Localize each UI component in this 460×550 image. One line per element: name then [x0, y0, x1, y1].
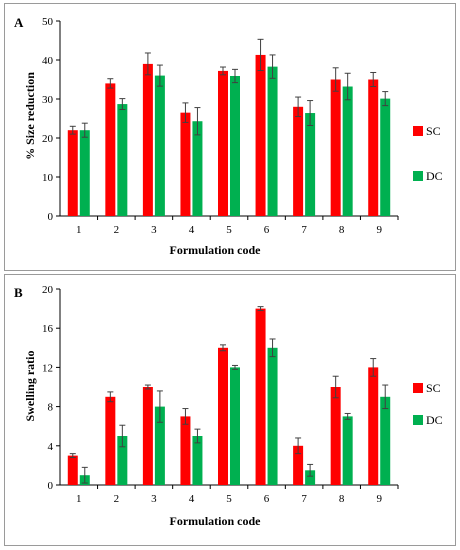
panel-a-bar-sc	[293, 106, 304, 216]
legend-a-sc-swatch	[413, 126, 423, 136]
panel-a-x-tick-label: 5	[226, 224, 232, 236]
panel-b-bar-sc	[180, 416, 191, 485]
panel-a-bar-dc	[154, 75, 165, 216]
legend-b-dc-label: DC	[426, 413, 443, 427]
panel-a-bar-dc	[117, 104, 128, 216]
panel-b-bar-sc	[255, 308, 266, 485]
panel-b-bar-dc	[305, 470, 316, 485]
panel-a-y-tick-label: 50	[42, 16, 54, 28]
panel-a-bar-dc	[230, 75, 240, 217]
panel-a-y-tick-label: 30	[42, 94, 54, 106]
panel-b-x-tick-label: 3	[151, 493, 157, 505]
legend-b-sc-swatch	[413, 383, 423, 393]
panel-a-letter: A	[14, 15, 24, 30]
legend-a-dc-label: DC	[426, 169, 443, 183]
panel-b-bar-dc	[117, 436, 128, 485]
panel-b-bar-sc	[293, 445, 304, 485]
legend-a-sc-label: SC	[426, 124, 441, 138]
panel-b-ylabel: Swelling ratio	[23, 351, 37, 422]
panel-b-x-tick-label: 6	[264, 493, 270, 505]
panel-b-y-tick-label: 12	[42, 362, 53, 374]
legend-b-dc-swatch	[413, 415, 423, 425]
panel-a-y-tick-label: 10	[42, 172, 54, 184]
panel-b-bar-dc	[230, 367, 240, 485]
panel-a-bar-sc	[142, 63, 153, 217]
panel-b-x-tick-label: 5	[226, 493, 232, 505]
panel-b-bar-sc	[142, 387, 153, 485]
panel-a-xlabel: Formulation code	[170, 243, 262, 257]
panel-a-x-tick-label: 8	[339, 224, 345, 236]
legend-a-dc-swatch	[413, 171, 423, 181]
panel-b-bar-sc	[330, 387, 341, 485]
panel-a-bar-sc	[255, 54, 266, 217]
panel-a-bar-sc	[368, 79, 379, 216]
panel-a-x-tick-label: 7	[301, 224, 307, 236]
panel-a-x-tick-label: 6	[264, 224, 270, 236]
panel-b-bar-dc	[342, 416, 353, 485]
panel-b-x-tick-label: 9	[376, 493, 382, 505]
legend-b-sc-label: SC	[426, 381, 441, 395]
panel-a-y-tick-label: 20	[42, 133, 54, 145]
panel-a-bar-sc	[218, 70, 228, 216]
panel-b-x-tick-label: 7	[301, 493, 307, 505]
panel-a-bar-dc	[267, 66, 278, 216]
panel-b-letter: B	[14, 285, 23, 300]
panel-b-y-tick-label: 4	[48, 441, 54, 453]
panel-a-bar-sc	[105, 83, 116, 217]
panel-b-bar-dc	[380, 396, 391, 485]
panel-a-x-tick-label: 3	[151, 224, 157, 236]
panel-a-y-tick-label: 40	[42, 55, 54, 67]
panel-b-x-tick-label: 4	[189, 493, 195, 505]
panel-a-bar-sc	[330, 79, 341, 216]
panel-b-x-tick-label: 1	[76, 493, 82, 505]
panel-a-bar-dc	[79, 130, 90, 216]
panel-a-y-tick-label: 0	[48, 211, 54, 223]
panel-a-bar-sc	[67, 130, 78, 216]
panel-b-y-tick-label: 20	[42, 284, 54, 296]
panel-b-x-tick-label: 2	[114, 493, 120, 505]
panel-b-bar-dc	[154, 406, 165, 485]
panel-a-bar-dc	[380, 98, 391, 216]
panel-a-x-tick-label: 4	[189, 224, 195, 236]
panel-b-bar-sc	[105, 396, 116, 485]
panel-b-bar-dc	[192, 436, 203, 485]
panel-b-y-tick-label: 0	[48, 480, 54, 492]
panel-b-bar-sc	[218, 347, 228, 485]
panel-b-y-tick-label: 8	[48, 402, 54, 414]
panel-a-bar-dc	[192, 121, 203, 216]
panel-a-ylabel: % Size reduction	[23, 72, 37, 160]
panel-b-bar-dc	[267, 347, 278, 485]
panel-b-x-tick-label: 8	[339, 493, 345, 505]
panel-a-x-tick-label: 9	[376, 224, 382, 236]
panel-b-xlabel: Formulation code	[170, 514, 262, 528]
panel-b-bar-sc	[368, 367, 379, 485]
panel-b-y-tick-label: 16	[42, 323, 54, 335]
panel-a-bar-dc	[342, 86, 353, 217]
panel-b-bar-sc	[67, 455, 78, 485]
panel-a-x-tick-label: 2	[114, 224, 120, 236]
panel-a-bar-dc	[305, 113, 316, 216]
panel-a-bar-sc	[180, 112, 191, 216]
panel-a-x-tick-label: 1	[76, 224, 82, 236]
